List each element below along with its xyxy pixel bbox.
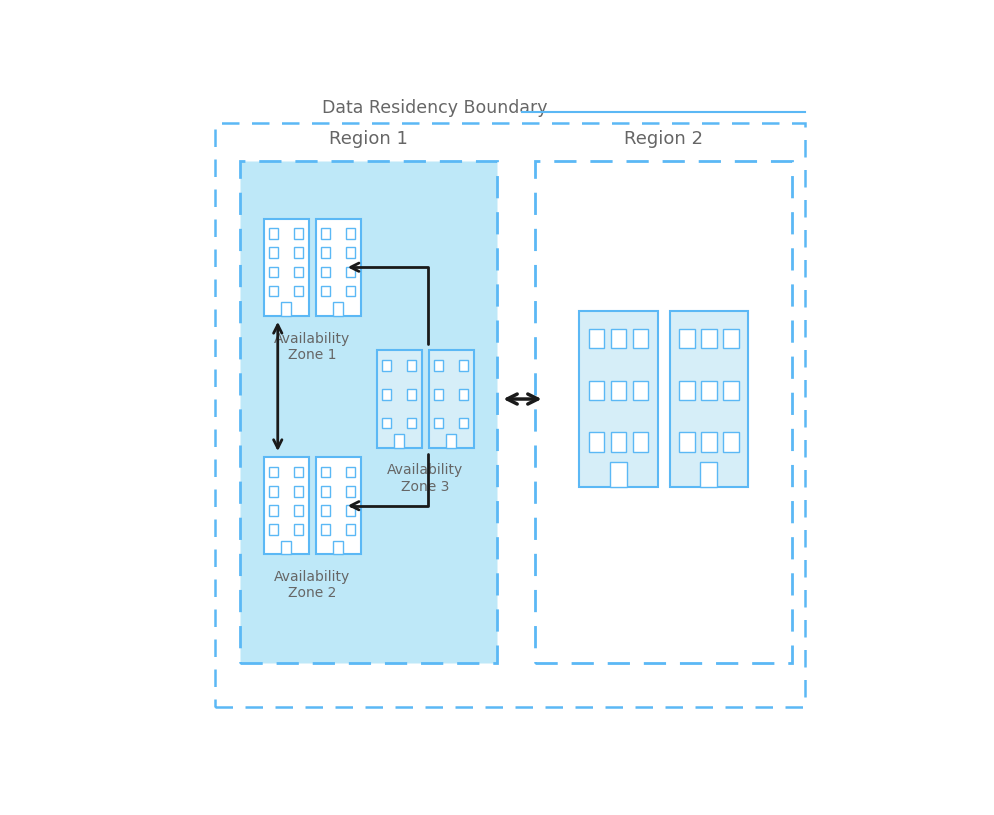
FancyBboxPatch shape [346,286,355,297]
FancyBboxPatch shape [346,467,355,478]
FancyBboxPatch shape [321,248,330,258]
FancyBboxPatch shape [723,433,738,452]
FancyBboxPatch shape [610,433,626,452]
FancyBboxPatch shape [294,505,303,516]
FancyBboxPatch shape [632,381,648,400]
FancyBboxPatch shape [346,505,355,516]
FancyBboxPatch shape [382,389,391,399]
FancyBboxPatch shape [294,228,303,239]
FancyBboxPatch shape [535,161,791,663]
FancyBboxPatch shape [240,161,497,663]
FancyBboxPatch shape [428,350,473,447]
FancyBboxPatch shape [321,505,330,516]
FancyBboxPatch shape [346,267,355,277]
FancyBboxPatch shape [723,328,738,348]
FancyBboxPatch shape [407,417,415,428]
Text: Availability
Zone 3: Availability Zone 3 [387,464,463,494]
FancyBboxPatch shape [678,381,694,400]
FancyBboxPatch shape [268,467,278,478]
FancyBboxPatch shape [459,417,468,428]
FancyBboxPatch shape [321,524,330,535]
FancyBboxPatch shape [433,389,442,399]
FancyBboxPatch shape [268,248,278,258]
FancyBboxPatch shape [459,360,468,371]
FancyBboxPatch shape [268,228,278,239]
FancyBboxPatch shape [407,389,415,399]
FancyBboxPatch shape [294,467,303,478]
FancyBboxPatch shape [377,350,421,447]
Text: Region 2: Region 2 [623,130,703,148]
FancyBboxPatch shape [433,360,442,371]
FancyBboxPatch shape [407,360,415,371]
FancyBboxPatch shape [294,267,303,277]
FancyBboxPatch shape [321,267,330,277]
FancyBboxPatch shape [268,524,278,535]
FancyBboxPatch shape [700,433,716,452]
FancyBboxPatch shape [294,248,303,258]
FancyBboxPatch shape [700,381,716,400]
FancyBboxPatch shape [609,462,626,487]
FancyBboxPatch shape [346,524,355,535]
FancyBboxPatch shape [632,433,648,452]
FancyBboxPatch shape [315,218,361,316]
FancyBboxPatch shape [382,360,391,371]
FancyBboxPatch shape [263,218,308,316]
FancyBboxPatch shape [333,540,343,554]
FancyBboxPatch shape [321,228,330,239]
FancyBboxPatch shape [579,311,657,487]
FancyBboxPatch shape [678,328,694,348]
FancyBboxPatch shape [723,381,738,400]
FancyBboxPatch shape [294,486,303,496]
FancyBboxPatch shape [346,248,355,258]
FancyBboxPatch shape [588,381,603,400]
FancyBboxPatch shape [433,417,442,428]
Text: Region 1: Region 1 [329,130,408,148]
FancyBboxPatch shape [321,467,330,478]
FancyBboxPatch shape [700,462,717,487]
FancyBboxPatch shape [610,328,626,348]
FancyBboxPatch shape [281,540,291,554]
FancyBboxPatch shape [333,302,343,316]
Text: Data Residency Boundary: Data Residency Boundary [321,99,547,117]
FancyBboxPatch shape [382,417,391,428]
FancyBboxPatch shape [321,286,330,297]
FancyBboxPatch shape [268,505,278,516]
FancyBboxPatch shape [700,328,716,348]
FancyBboxPatch shape [346,228,355,239]
FancyBboxPatch shape [263,457,308,554]
FancyBboxPatch shape [315,457,361,554]
FancyBboxPatch shape [445,434,455,447]
FancyBboxPatch shape [346,486,355,496]
FancyBboxPatch shape [268,267,278,277]
Text: Availability
Zone 2: Availability Zone 2 [274,570,350,600]
FancyBboxPatch shape [588,433,603,452]
FancyBboxPatch shape [588,328,603,348]
FancyBboxPatch shape [669,311,747,487]
FancyBboxPatch shape [268,286,278,297]
FancyBboxPatch shape [294,524,303,535]
FancyBboxPatch shape [632,328,648,348]
FancyBboxPatch shape [268,486,278,496]
Text: Availability
Zone 1: Availability Zone 1 [274,332,350,362]
FancyBboxPatch shape [294,286,303,297]
FancyBboxPatch shape [678,433,694,452]
FancyBboxPatch shape [394,434,404,447]
FancyBboxPatch shape [281,302,291,316]
FancyBboxPatch shape [321,486,330,496]
FancyBboxPatch shape [610,381,626,400]
FancyBboxPatch shape [459,389,468,399]
